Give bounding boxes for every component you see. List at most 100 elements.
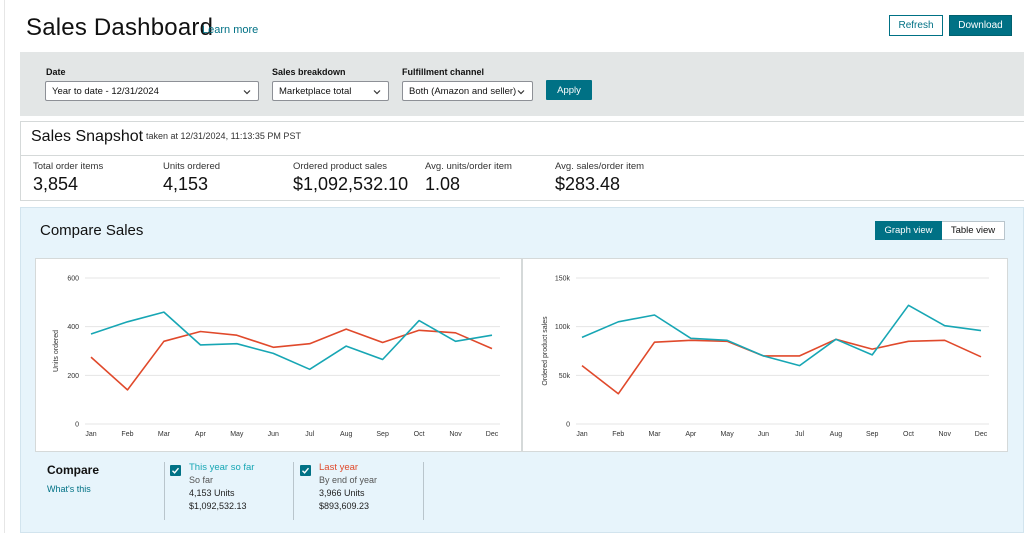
x-tick-label: Jan	[576, 431, 587, 438]
x-tick-label: Aug	[340, 431, 353, 438]
page-title: Sales Dashboard	[26, 14, 214, 41]
compare-sales-title: Compare Sales	[40, 222, 144, 239]
legend-compare-title: Compare	[47, 463, 100, 477]
y-axis-label: Ordered product sales	[542, 316, 549, 386]
refresh-button[interactable]: Refresh	[889, 15, 943, 36]
metric-label: Avg. sales/order item	[555, 161, 645, 172]
metric-avg-units-per-order-item: Avg. units/order item 1.08	[425, 161, 512, 195]
view-toggle: Graph view Table view	[875, 221, 1005, 240]
x-tick-label: Oct	[414, 431, 425, 438]
fulfillment-filter-label: Fulfillment channel	[402, 67, 485, 77]
series-line-this-year-so-far	[581, 304, 982, 367]
metric-total-order-items: Total order items 3,854	[33, 161, 103, 195]
x-tick-label: Oct	[903, 431, 914, 438]
y-tick-label: 400	[67, 324, 79, 331]
breakdown-select-value: Marketplace total	[279, 85, 352, 97]
x-tick-label: Mar	[649, 431, 662, 438]
x-tick-label: Feb	[121, 431, 133, 438]
this-year-checkbox[interactable]	[170, 465, 181, 476]
chevron-down-icon	[373, 90, 381, 95]
metric-label: Avg. units/order item	[425, 161, 512, 172]
last-year-checkbox[interactable]	[300, 465, 311, 476]
snapshot-timestamp: taken at 12/31/2024, 11:13:35 PM PST	[146, 131, 301, 141]
series-line-this-year-so-far	[90, 311, 493, 371]
y-tick-label: 150k	[555, 276, 571, 283]
legend-divider	[293, 462, 294, 520]
x-tick-label: May	[720, 431, 734, 438]
legend-series-subtitle: By end of year	[319, 475, 378, 485]
metric-value: 4,153	[163, 174, 209, 194]
chevron-down-icon	[243, 90, 251, 95]
date-select-value: Year to date - 12/31/2024	[52, 85, 159, 97]
x-tick-label: Jan	[85, 431, 96, 438]
metric-avg-sales-per-order-item: Avg. sales/order item $283.48	[555, 161, 644, 195]
y-tick-label: 600	[67, 276, 79, 283]
whats-this-link[interactable]: What's this	[47, 484, 91, 494]
metric-value: $1,092,532.10	[293, 174, 409, 194]
legend-series-units: 3,966 Units	[319, 488, 365, 498]
x-tick-label: Mar	[158, 431, 171, 438]
compare-sales-panel: Compare Sales Graph view Table view 0 200…	[20, 207, 1024, 533]
fulfillment-select-value: Both (Amazon and seller)	[409, 85, 517, 97]
x-tick-label: Jun	[758, 431, 769, 438]
breakdown-select[interactable]: Marketplace total	[272, 81, 389, 101]
left-divider	[4, 0, 5, 533]
apply-button[interactable]: Apply	[546, 80, 592, 100]
metric-units-ordered: Units ordered 4,153	[163, 161, 220, 195]
legend-series-name: This year so far	[189, 462, 255, 473]
legend-divider	[423, 462, 424, 520]
legend-series-name: Last year	[319, 462, 359, 473]
x-tick-label: Dec	[975, 431, 988, 438]
y-axis-label: Units ordered	[53, 330, 60, 372]
snapshot-title: Sales Snapshot	[31, 128, 144, 145]
metric-label: Units ordered	[163, 161, 221, 172]
legend-divider	[164, 462, 165, 520]
y-tick-label: 0	[75, 422, 79, 429]
x-tick-label: Jul	[305, 431, 314, 438]
metric-label: Total order items	[33, 161, 104, 172]
ordered-product-sales-chart: 0 50k 100k 150k Jan Feb Mar Apr May Jun Jul Aug Sep O…	[522, 258, 1008, 452]
x-tick-label: Nov	[939, 431, 952, 438]
x-tick-label: Sep	[866, 431, 879, 438]
y-tick-label: 200	[67, 373, 79, 380]
metric-value: $283.48	[555, 174, 621, 194]
sales-snapshot-header: Sales Snapshot taken at 12/31/2024, 11:1…	[20, 121, 1024, 155]
download-button[interactable]: Download	[949, 15, 1012, 36]
series-line-last-year	[90, 328, 493, 391]
y-tick-label: 50k	[559, 373, 571, 380]
breakdown-filter-label: Sales breakdown	[272, 67, 346, 77]
fulfillment-select[interactable]: Both (Amazon and seller)	[402, 81, 533, 101]
chart-svg: 0 200 400 600 Jan Feb Mar Apr May Jun Jul Aug Sep Oct…	[53, 276, 500, 438]
metric-value: 1.08	[425, 174, 461, 194]
filter-bar: Date Year to date - 12/31/2024 Sales bre…	[20, 52, 1024, 116]
legend-this-year: This year so far So far 4,153 Units $1,0…	[189, 461, 254, 513]
learn-more-link[interactable]: Learn more	[202, 24, 259, 36]
table-view-button[interactable]: Table view	[942, 221, 1005, 240]
x-tick-label: Apr	[685, 431, 697, 438]
legend-last-year: Last year By end of year 3,966 Units $89…	[319, 461, 377, 513]
series-line-last-year	[581, 338, 982, 395]
legend-series-sales: $893,609.23	[319, 501, 370, 511]
graph-view-button[interactable]: Graph view	[875, 221, 942, 240]
metric-ordered-product-sales: Ordered product sales $1,092,532.10	[293, 161, 408, 195]
legend-series-units: 4,153 Units	[189, 488, 235, 498]
x-tick-label: Jun	[268, 431, 279, 438]
metric-label: Ordered product sales	[293, 161, 387, 172]
x-tick-label: Jul	[795, 431, 804, 438]
chart-svg: 0 50k 100k 150k Jan Feb Mar Apr May Jun Jul Aug Sep O…	[542, 276, 989, 438]
checkmark-icon	[302, 467, 310, 474]
checkmark-icon	[172, 467, 180, 474]
x-tick-label: Aug	[830, 431, 843, 438]
x-tick-label: May	[230, 431, 244, 438]
chevron-down-icon	[517, 90, 525, 95]
x-tick-label: Dec	[486, 431, 499, 438]
date-filter-label: Date	[46, 67, 66, 77]
y-tick-label: 100k	[555, 324, 571, 331]
date-select[interactable]: Year to date - 12/31/2024	[45, 81, 259, 101]
x-tick-label: Sep	[376, 431, 389, 438]
sales-snapshot-metrics: Total order items 3,854 Units ordered 4,…	[20, 155, 1024, 201]
legend-series-subtitle: So far	[189, 475, 214, 485]
legend-series-sales: $1,092,532.13	[189, 501, 247, 511]
x-tick-label: Nov	[449, 431, 462, 438]
